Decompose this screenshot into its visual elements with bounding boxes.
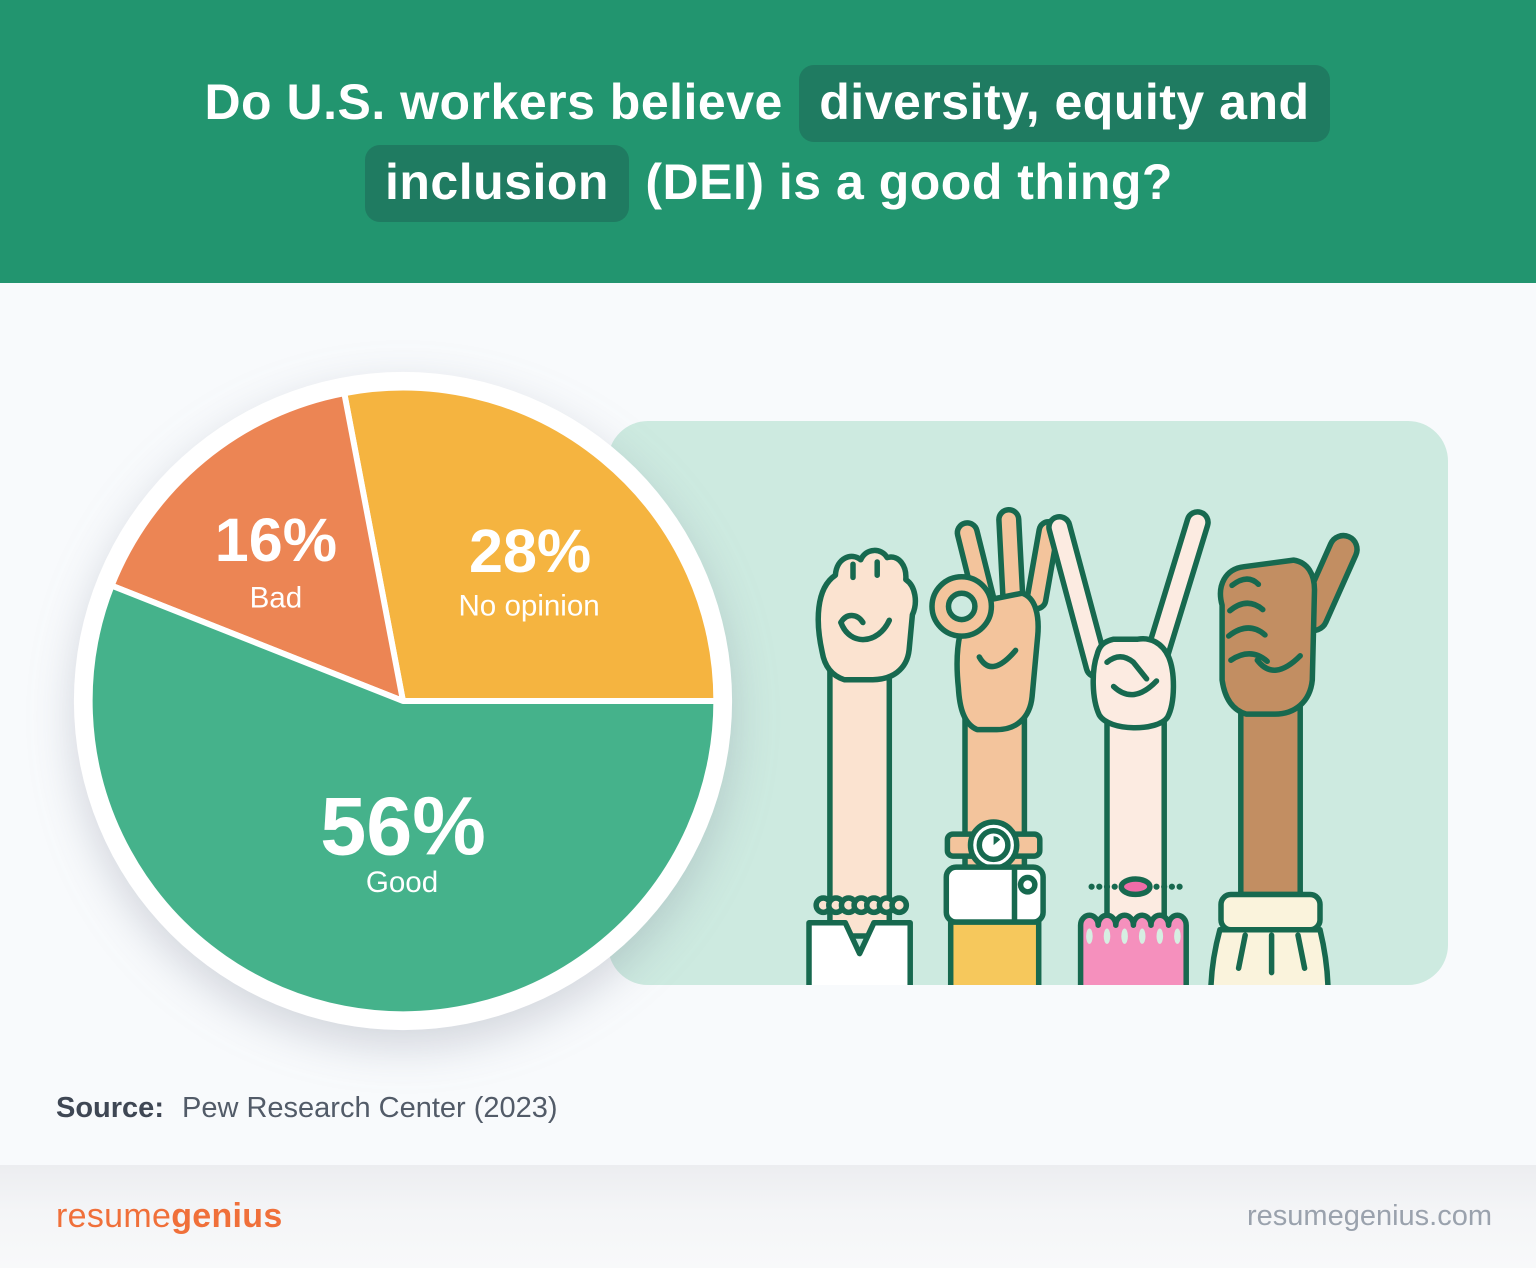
footer-bar: resumegenius resumegenius.com bbox=[0, 1165, 1536, 1268]
title-highlight-1: diversity, equity and bbox=[799, 64, 1330, 142]
cream-cuff bbox=[1218, 891, 1323, 933]
pie-slice-good bbox=[86, 582, 720, 1018]
diverse-hands-illustration bbox=[806, 506, 1360, 985]
logo-genius-part: genius bbox=[171, 1197, 283, 1235]
yellow-sleeve bbox=[947, 919, 1042, 985]
bad-percent-label: 16% bbox=[215, 506, 337, 574]
title-text-1: Do U.S. workers believe bbox=[204, 73, 783, 130]
white-sleeve bbox=[806, 920, 913, 985]
source-row: Source: Pew Research Center (2023) bbox=[56, 1092, 558, 1125]
no-opinion-percent-label: 28% bbox=[469, 517, 591, 585]
pie-slice-bad bbox=[108, 390, 406, 704]
good-label: Good bbox=[366, 866, 438, 899]
good-percent-label: 56% bbox=[320, 780, 486, 873]
bad-label: Bad bbox=[250, 581, 303, 614]
title-line-2: inclusion (DEI) is a good thing? bbox=[363, 142, 1173, 222]
ok-sign-icon bbox=[929, 506, 1061, 985]
header-banner: Do U.S. workers believe diversity, equit… bbox=[0, 0, 1536, 283]
raised-fist-icon bbox=[806, 547, 919, 985]
source-text: Pew Research Center (2023) bbox=[181, 1092, 558, 1124]
wrist-watch bbox=[944, 819, 1043, 871]
thumbs-up-icon bbox=[1208, 532, 1360, 985]
title-line-1: Do U.S. workers believe diversity, equit… bbox=[204, 62, 1331, 142]
logo-resume-part: resume bbox=[56, 1197, 172, 1235]
website-url: resumegenius.com bbox=[1247, 1200, 1492, 1232]
title-highlight-2: inclusion bbox=[365, 144, 629, 222]
hands-illustration-panel bbox=[608, 421, 1448, 985]
source-label: Source: bbox=[56, 1092, 164, 1124]
pie-chart: 16% Bad 28% No opinion 56% Good bbox=[68, 366, 738, 1036]
peace-sign-icon bbox=[1046, 509, 1211, 985]
bead-bracelet bbox=[813, 895, 910, 916]
no-opinion-label: No opinion bbox=[458, 589, 599, 622]
resumegenius-logo: resumegenius bbox=[56, 1197, 283, 1236]
pink-ruffle-sleeve bbox=[1077, 912, 1189, 985]
pie-slice-no-opinion bbox=[341, 384, 720, 704]
title-text-2: (DEI) is a good thing? bbox=[645, 153, 1173, 210]
